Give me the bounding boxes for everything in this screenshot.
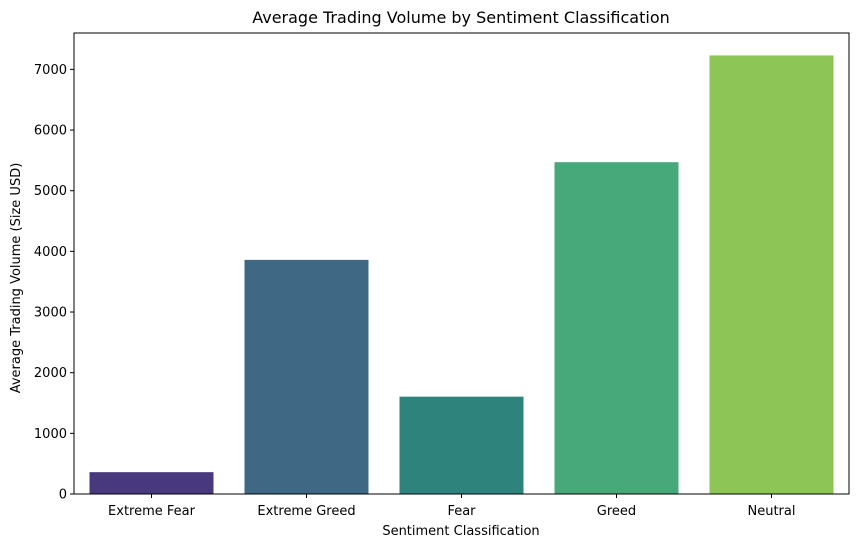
x-tick-label: Fear — [447, 504, 476, 519]
y-tick-label: 6000 — [34, 124, 67, 139]
bar-greed — [554, 162, 679, 494]
x-axis-label: Sentiment Classification — [382, 524, 539, 539]
x-tick-label: Neutral — [748, 504, 796, 519]
y-tick-label: 1000 — [34, 427, 67, 442]
bar-neutral — [709, 55, 834, 494]
x-tick-label: Extreme Greed — [257, 504, 355, 519]
plot-frame — [73, 32, 850, 495]
x-tick-label: Extreme Fear — [108, 504, 196, 519]
y-tick-label: 0 — [59, 488, 67, 503]
bar-extreme-greed — [244, 259, 369, 494]
plot-area: 0 1000 2000 3000 4000 5000 6000 7000 Extreme Fea… — [34, 32, 850, 519]
y-axis-label: Average Trading Volume (Size USD) — [9, 163, 24, 394]
y-tick-label: 4000 — [34, 245, 67, 260]
y-tick-label: 7000 — [34, 63, 67, 78]
bar-fear — [399, 396, 524, 494]
y-tick-label: 5000 — [34, 184, 67, 199]
y-tick-label: 2000 — [34, 366, 67, 381]
x-tick-label: Greed — [597, 504, 636, 519]
y-tick-label: 3000 — [34, 306, 67, 321]
bar-extreme-fear — [89, 472, 214, 494]
chart-title: Average Trading Volume by Sentiment Clas… — [252, 8, 670, 27]
